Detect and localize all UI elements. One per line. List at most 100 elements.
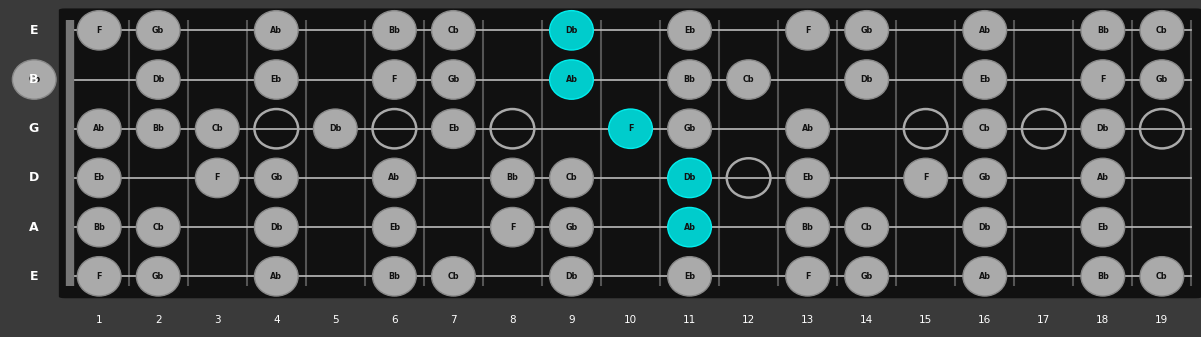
Text: Eb: Eb <box>1098 223 1109 232</box>
Ellipse shape <box>77 11 121 50</box>
Text: Eb: Eb <box>979 75 991 84</box>
Ellipse shape <box>313 109 357 148</box>
Text: G: G <box>29 122 38 135</box>
Text: 9: 9 <box>568 315 575 325</box>
Text: Gb: Gb <box>1155 75 1169 84</box>
Text: 16: 16 <box>978 315 991 325</box>
Ellipse shape <box>137 208 180 247</box>
Text: Eb: Eb <box>270 75 282 84</box>
Ellipse shape <box>1140 257 1184 296</box>
Ellipse shape <box>1081 11 1124 50</box>
Ellipse shape <box>255 257 298 296</box>
Text: Db: Db <box>1097 124 1109 133</box>
Ellipse shape <box>255 158 298 197</box>
Text: Cb: Cb <box>448 26 459 35</box>
Text: Cb: Cb <box>861 223 872 232</box>
Ellipse shape <box>77 208 121 247</box>
Ellipse shape <box>431 257 476 296</box>
Text: Gb: Gb <box>566 223 578 232</box>
Text: Gb: Gb <box>447 75 460 84</box>
Text: F: F <box>96 272 102 281</box>
Text: 4: 4 <box>273 315 280 325</box>
Ellipse shape <box>137 257 180 296</box>
Text: Gb: Gb <box>270 174 282 182</box>
Ellipse shape <box>844 257 889 296</box>
Ellipse shape <box>77 109 121 148</box>
Text: 14: 14 <box>860 315 873 325</box>
Text: Eb: Eb <box>685 272 695 281</box>
Text: E: E <box>29 24 38 37</box>
Ellipse shape <box>196 109 239 148</box>
Ellipse shape <box>372 11 417 50</box>
Ellipse shape <box>1081 109 1124 148</box>
Text: F: F <box>924 174 928 182</box>
Text: 6: 6 <box>392 315 398 325</box>
Ellipse shape <box>255 11 298 50</box>
Text: F: F <box>215 174 220 182</box>
Text: Cb: Cb <box>1157 272 1167 281</box>
Text: Db: Db <box>860 75 873 84</box>
FancyBboxPatch shape <box>59 8 1201 298</box>
Text: Cb: Cb <box>153 223 165 232</box>
Ellipse shape <box>137 109 180 148</box>
Text: Gb: Gb <box>979 174 991 182</box>
Ellipse shape <box>490 158 534 197</box>
Ellipse shape <box>1081 257 1124 296</box>
Ellipse shape <box>1140 11 1184 50</box>
Text: Gb: Gb <box>153 26 165 35</box>
Text: Bb: Bb <box>153 124 165 133</box>
Ellipse shape <box>12 60 56 99</box>
Ellipse shape <box>431 11 476 50</box>
Text: Cb: Cb <box>28 75 41 84</box>
Ellipse shape <box>550 158 593 197</box>
Text: Eb: Eb <box>94 174 104 182</box>
Ellipse shape <box>844 60 889 99</box>
Text: Ab: Ab <box>566 75 578 84</box>
Ellipse shape <box>137 60 180 99</box>
Ellipse shape <box>963 208 1006 247</box>
Ellipse shape <box>255 60 298 99</box>
Text: Cb: Cb <box>1157 26 1167 35</box>
Ellipse shape <box>1081 60 1124 99</box>
Ellipse shape <box>550 11 593 50</box>
Ellipse shape <box>785 109 830 148</box>
Text: Db: Db <box>270 223 282 232</box>
Text: Gb: Gb <box>683 124 695 133</box>
Ellipse shape <box>550 208 593 247</box>
Text: Ab: Ab <box>388 174 400 182</box>
Text: 7: 7 <box>450 315 456 325</box>
Text: E: E <box>29 270 38 283</box>
Text: Ab: Ab <box>94 124 106 133</box>
Text: Bb: Bb <box>802 223 813 232</box>
Text: Bb: Bb <box>388 26 400 35</box>
Ellipse shape <box>904 158 948 197</box>
Text: Gb: Gb <box>153 272 165 281</box>
Text: Ab: Ab <box>979 26 991 35</box>
Ellipse shape <box>668 11 711 50</box>
Text: Db: Db <box>683 174 695 182</box>
Text: Gb: Gb <box>861 272 873 281</box>
Ellipse shape <box>668 109 711 148</box>
Text: Ab: Ab <box>801 124 813 133</box>
Ellipse shape <box>372 208 417 247</box>
Text: F: F <box>392 75 398 84</box>
Ellipse shape <box>668 257 711 296</box>
Text: Cb: Cb <box>211 124 223 133</box>
Ellipse shape <box>844 11 889 50</box>
Ellipse shape <box>77 158 121 197</box>
Ellipse shape <box>963 109 1006 148</box>
Ellipse shape <box>963 257 1006 296</box>
Text: F: F <box>1100 75 1106 84</box>
Text: Ab: Ab <box>1097 174 1109 182</box>
Text: Bb: Bb <box>1097 26 1109 35</box>
Ellipse shape <box>77 257 121 296</box>
Text: Cb: Cb <box>742 75 754 84</box>
Text: Db: Db <box>153 75 165 84</box>
Ellipse shape <box>490 208 534 247</box>
Ellipse shape <box>785 257 830 296</box>
Text: Ab: Ab <box>683 223 695 232</box>
Ellipse shape <box>785 208 830 247</box>
Ellipse shape <box>963 158 1006 197</box>
Text: Cb: Cb <box>566 174 578 182</box>
Text: 3: 3 <box>214 315 221 325</box>
